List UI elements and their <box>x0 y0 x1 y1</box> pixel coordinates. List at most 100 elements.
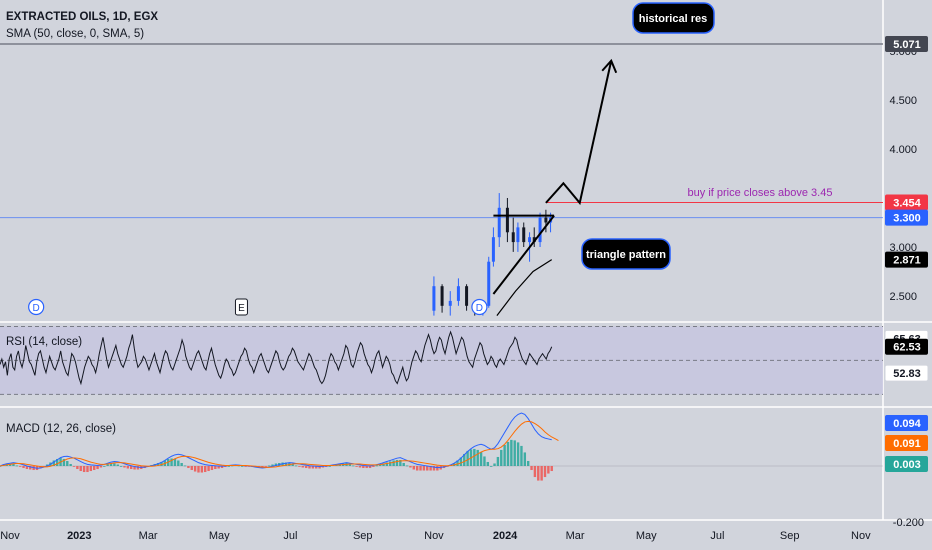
earnings-marker-label: E <box>238 303 245 314</box>
macd-histogram-bar <box>429 466 432 471</box>
macd-histogram-bar <box>264 466 267 467</box>
macd-histogram-bar <box>399 459 402 466</box>
macd-histogram-bar <box>382 463 385 466</box>
rsi-pane <box>0 325 883 395</box>
time-tick-label: 2023 <box>67 530 91 542</box>
macd-histogram-bar <box>210 466 214 471</box>
triangle-pattern-callout[interactable] <box>581 238 671 270</box>
macd-histogram-bar <box>76 466 79 470</box>
macd-line <box>0 412 552 469</box>
last-price-badge: 3.300 <box>893 213 921 225</box>
macd-histogram-bar <box>123 466 126 468</box>
triangle-pattern-label: triangle pattern <box>586 249 666 261</box>
macd-histogram-bar <box>412 466 415 470</box>
macd-histogram-bar <box>170 458 173 466</box>
macd-histogram-bar <box>385 462 389 466</box>
macd-histogram-bar <box>180 462 183 466</box>
macd-histogram-bar <box>372 466 375 468</box>
macd-histogram-bar <box>214 466 217 470</box>
projection-arrowhead <box>601 58 618 74</box>
triangle-lower-line <box>492 215 555 295</box>
macd-histogram-bar <box>540 466 543 481</box>
rsi-value-badge-box <box>885 338 928 355</box>
signal-line-badge-box <box>885 435 928 451</box>
macd-histogram-bar <box>436 466 439 471</box>
macd-histogram-bar <box>62 458 66 466</box>
macd-histogram-bar <box>45 464 49 466</box>
resistance-price-badge: 5.071 <box>893 39 921 51</box>
macd-histogram-bar <box>103 466 106 467</box>
sma-price-badge: 2.871 <box>893 255 921 267</box>
macd-title: MACD (12, 26, close) <box>6 423 116 435</box>
sma-legend: SMA (50, close, 0, SMA, 5) <box>6 28 144 40</box>
macd-histogram-bar <box>500 449 503 466</box>
macd-histogram-bar <box>72 466 76 467</box>
macd-histogram-bar <box>533 466 537 478</box>
macd-line-badge-box <box>885 415 928 431</box>
time-tick-label: Nov <box>851 530 871 542</box>
candle-body <box>448 300 452 306</box>
macd-histogram-bar <box>513 440 516 466</box>
macd-histogram-bar <box>456 460 459 466</box>
breakout-price-badge-box <box>885 194 928 211</box>
time-tick-label: Mar <box>139 530 158 542</box>
macd-signal-line <box>0 420 559 468</box>
time-tick-label: Sep <box>353 530 373 542</box>
drawings[interactable] <box>492 58 618 295</box>
macd-histogram-bar <box>244 466 247 467</box>
macd-histogram-bar <box>483 456 486 466</box>
macd-histogram-bar <box>301 466 304 468</box>
candle-body <box>491 237 495 262</box>
macd-histogram-bar <box>520 445 523 466</box>
macd-histogram-bar <box>523 452 527 466</box>
rsi-lower-badge-box <box>884 364 929 382</box>
time-tick-label: Nov <box>0 530 20 542</box>
macd-histogram-bar <box>415 466 419 471</box>
historical-res-callout[interactable] <box>632 2 715 34</box>
macd-histogram-bar <box>177 460 180 466</box>
axes: 2.5003.0004.0004.5005.000-0.200Nov2023Ma… <box>0 46 924 542</box>
macd-histogram-bar <box>516 442 520 466</box>
time-tick-label: 2024 <box>493 530 518 542</box>
macd-histogram-bar <box>432 466 436 471</box>
candle-body <box>516 227 520 243</box>
macd-histogram-bar <box>392 460 395 466</box>
price-tick-label: 4.500 <box>889 95 917 107</box>
macd-histogram-bar <box>537 466 540 481</box>
macd-histogram-bar <box>365 466 368 469</box>
horizontal-levels <box>0 43 883 219</box>
macd-histogram-bar <box>362 466 365 469</box>
macd-histogram-bar <box>156 462 160 466</box>
macd-histogram-bar <box>355 466 358 467</box>
macd-histogram-bar <box>378 464 382 466</box>
price-tick-label: 2.500 <box>889 291 917 303</box>
resistance-price-badge-box <box>885 36 928 52</box>
macd-histogram-bar <box>12 463 15 466</box>
macd-histogram-bar <box>271 464 274 466</box>
macd-histogram-bar <box>241 466 244 467</box>
macd-line-badge: 0.094 <box>893 418 921 430</box>
macd-histogram-bar <box>308 466 311 469</box>
macd-histogram-bar <box>116 464 119 466</box>
macd-histogram-bar <box>220 466 224 469</box>
macd-histogram-bar <box>204 466 207 473</box>
macd-histogram-bar <box>15 465 19 467</box>
macd-histogram-bar <box>66 460 69 466</box>
macd-histogram-bar <box>190 466 193 471</box>
time-tick-label: Jul <box>710 530 724 542</box>
macd-histogram-bar <box>197 466 200 473</box>
last-price-badge-box <box>885 209 928 226</box>
macd-histogram-bar <box>328 466 331 467</box>
price-tick-label: 3.000 <box>889 242 917 254</box>
macd-histogram-bar <box>200 466 204 473</box>
macd-histogram-bar <box>69 463 72 466</box>
macd-histogram-bar <box>119 466 123 467</box>
macd-histogram-bar <box>476 449 479 466</box>
time-tick-label: Sep <box>780 530 800 542</box>
macd-histogram-bar <box>39 466 42 469</box>
macd-histogram-bar <box>530 466 533 471</box>
macd-histogram-bar <box>187 466 190 469</box>
